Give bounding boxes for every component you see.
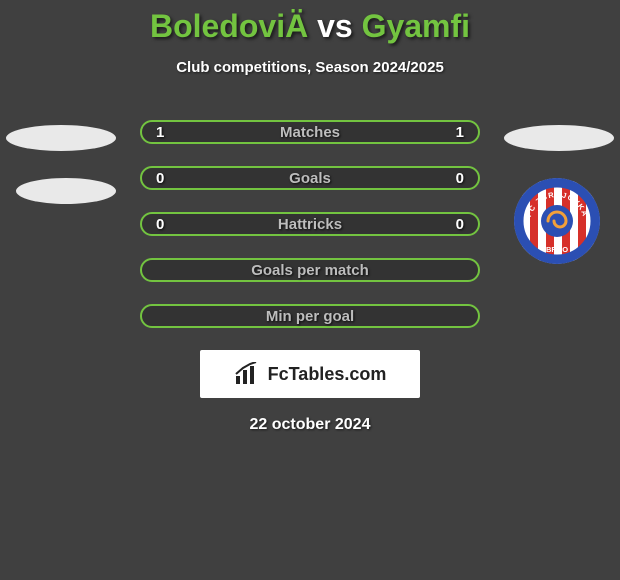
comparison-card: BoledoviÄ vs Gyamfi Club competitions, S…: [0, 0, 620, 580]
stat-left: 0: [156, 170, 164, 187]
player1-name: BoledoviÄ: [150, 8, 308, 44]
stat-label: Goals per match: [142, 262, 478, 279]
player1-club-placeholder: [16, 178, 116, 204]
page-title: BoledoviÄ vs Gyamfi: [0, 0, 620, 45]
stat-row-matches: 1 Matches 1: [140, 120, 480, 144]
player2-name: Gyamfi: [362, 8, 470, 44]
stat-right: 1: [456, 124, 464, 141]
stat-label: Min per goal: [142, 308, 478, 325]
player2-club-badge: FC ZBROJOVKA BRNO: [514, 178, 600, 264]
stat-row-hattricks: 0 Hattricks 0: [140, 212, 480, 236]
stat-label: Matches: [142, 124, 478, 141]
watermark-text: FcTables.com: [268, 364, 387, 385]
stat-right: 0: [456, 170, 464, 187]
svg-text:BRNO: BRNO: [546, 245, 568, 254]
subtitle: Club competitions, Season 2024/2025: [0, 59, 620, 76]
stat-row-mpg: Min per goal: [140, 304, 480, 328]
vs-separator: vs: [317, 8, 353, 44]
stat-right: 0: [456, 216, 464, 233]
bars-icon: [234, 362, 262, 386]
stat-row-gpm: Goals per match: [140, 258, 480, 282]
stat-label: Hattricks: [142, 216, 478, 233]
club-badge-svg: FC ZBROJOVKA BRNO: [514, 178, 600, 264]
stat-left: 0: [156, 216, 164, 233]
stat-left: 1: [156, 124, 164, 141]
player2-photo-placeholder: [504, 125, 614, 151]
fctables-watermark[interactable]: FcTables.com: [200, 350, 420, 398]
stat-label: Goals: [142, 170, 478, 187]
player1-photo-placeholder: [6, 125, 116, 151]
date-label: 22 october 2024: [0, 416, 620, 434]
stat-row-goals: 0 Goals 0: [140, 166, 480, 190]
